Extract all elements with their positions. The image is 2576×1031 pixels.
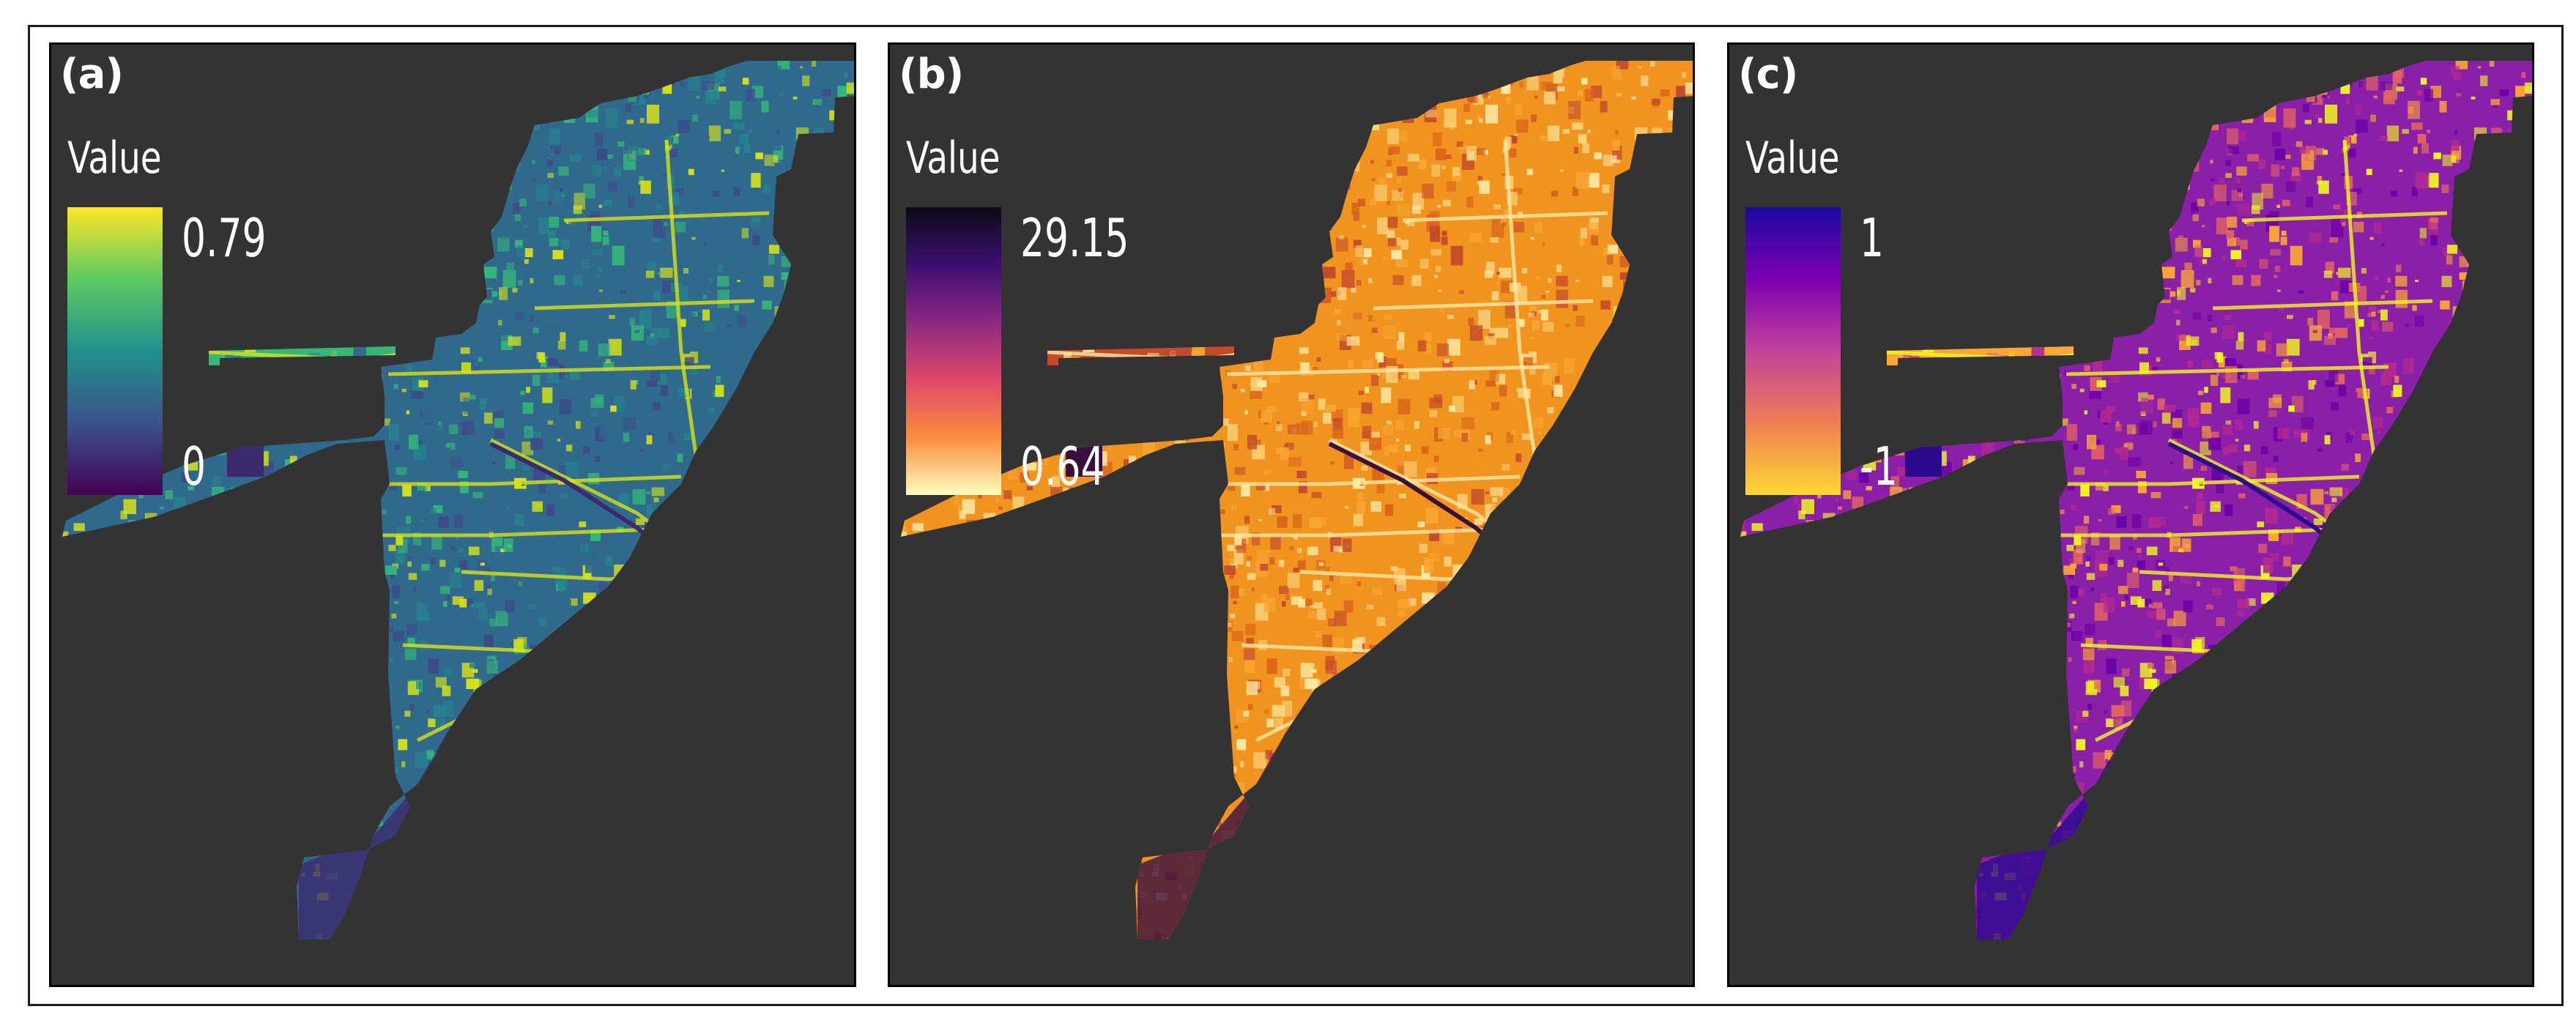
panel-label-b: (b) — [899, 51, 964, 98]
legend-min-a: 0 — [182, 436, 206, 497]
legend-max-a: 0.79 — [182, 207, 267, 269]
colorbar-a — [67, 207, 163, 495]
map-panel-a: (a) Value 0.79 0 — [49, 42, 856, 987]
city-map-a — [62, 61, 854, 939]
legend-max-c: 1 — [1860, 207, 1884, 269]
city-area — [1740, 61, 2532, 939]
panel-label-c: (c) — [1738, 51, 1798, 98]
legend-title-b: Value — [906, 133, 1001, 184]
map-panel-c: (c) Value 1 -1 — [1727, 42, 2534, 987]
city-map-c — [1740, 61, 2532, 939]
city-area — [62, 61, 854, 939]
legend-min-c: -1 — [1860, 436, 1898, 497]
legend-title-c: Value — [1745, 133, 1840, 184]
colorbar-c — [1745, 207, 1841, 495]
legend-min-b: 0.64 — [1020, 436, 1105, 497]
city-map-b — [901, 61, 1693, 939]
legend-title-a: Value — [67, 133, 162, 184]
colorbar-b — [906, 207, 1001, 495]
city-area — [901, 61, 1693, 939]
legend-max-b: 29.15 — [1020, 207, 1129, 269]
map-panel-b: (b) Value 29.15 0.64 — [888, 42, 1695, 987]
panel-label-a: (a) — [60, 51, 124, 98]
